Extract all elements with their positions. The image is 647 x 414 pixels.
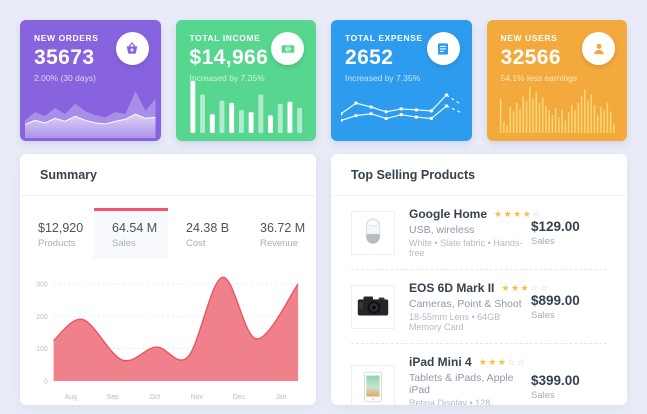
tab-products[interactable]: $12,920 Products	[20, 208, 94, 259]
dollar-icon: $	[271, 32, 304, 65]
product-row-google-home[interactable]: Google Home ★★★★☆ USB, wireless White • …	[351, 196, 607, 270]
stat-value: 2652	[345, 46, 394, 69]
product-specs: White • Slate fabric • Hands-free	[409, 238, 523, 258]
svg-text:Oct: Oct	[149, 394, 160, 401]
product-row-ipad-mini[interactable]: iPad Mini 4 ★★★☆☆ Tablets & iPads, Apple…	[351, 344, 607, 405]
product-name: Google Home	[409, 207, 488, 221]
stat-value: $14,966	[189, 46, 269, 69]
product-price: $129.00	[531, 218, 580, 234]
panel-row: Summary $12,920 Products 64.54 M Sales 2…	[0, 141, 647, 405]
top-selling-products-panel: Top Selling Products Google Home ★★★★☆ U…	[331, 154, 627, 405]
total-income-sparkbars	[188, 81, 305, 133]
document-icon	[426, 32, 460, 65]
svg-text:100: 100	[36, 346, 48, 353]
stat-subtitle: Increased by 7.35%	[345, 73, 421, 83]
product-specs: 18-55mm Lens • 64GB Memory Card	[409, 312, 501, 332]
basket-icon	[115, 32, 149, 65]
summary-panel: Summary $12,920 Products 64.54 M Sales 2…	[20, 154, 316, 405]
svg-text:$: $	[286, 47, 290, 53]
product-price-block: $129.00 Sales	[531, 219, 607, 247]
stat-subtitle: Increased by 7.35%	[189, 73, 265, 83]
product-info: iPad Mini 4 ★★★☆☆ Tablets & iPads, Apple…	[409, 355, 531, 405]
product-info: Google Home ★★★★☆ USB, wireless White • …	[409, 207, 540, 258]
product-price-label: Sales	[531, 235, 555, 247]
stat-card-new-orders: NEW ORDERS 35673 2.00% (30 days)	[20, 20, 161, 141]
camera-image	[351, 284, 395, 329]
stat-label: TOTAL EXPENSE	[345, 33, 423, 43]
stat-label: NEW ORDERS	[34, 33, 99, 43]
tab-label: Revenue	[260, 238, 299, 249]
stat-card-total-expense: TOTAL EXPENSE 2652 Increased by 7.35%	[331, 20, 472, 141]
summary-area-chart: 0 100 200 300 Aug Sep Oct Nov Dec Jan	[24, 261, 308, 405]
product-category: Cameras, Point & Shoot	[409, 298, 522, 310]
tab-label: Sales	[112, 238, 136, 249]
product-specs: Retina Display • 128 gigabytes	[409, 398, 491, 405]
rating-stars: ★★★☆☆	[478, 356, 527, 367]
svg-text:Aug: Aug	[65, 394, 77, 401]
svg-text:Sep: Sep	[107, 394, 119, 401]
stat-value: 35673	[34, 46, 95, 69]
tab-value: $12,920	[38, 221, 84, 235]
stat-card-row: NEW ORDERS 35673 2.00% (30 days) TOTAL I…	[0, 0, 647, 141]
svg-text:Jan: Jan	[275, 394, 286, 401]
product-row-eos-6d[interactable]: EOS 6D Mark II ★★★☆☆ Cameras, Point & Sh…	[351, 270, 607, 344]
tab-label: Cost	[186, 238, 206, 249]
tab-sales[interactable]: 64.54 M Sales	[94, 208, 168, 259]
summary-title: Summary	[20, 154, 316, 196]
user-icon	[582, 32, 615, 65]
product-name: iPad Mini 4	[409, 355, 472, 369]
stat-subtitle: 54.1% less earnings	[500, 73, 578, 83]
rating-stars: ★★★☆☆	[501, 282, 550, 293]
product-price-block: $899.00 Sales	[531, 293, 607, 321]
stat-card-total-income: TOTAL INCOME $14,966 Increased by 7.35% …	[175, 20, 316, 141]
tab-value: 36.72 M	[260, 221, 306, 235]
new-orders-sparkline	[25, 86, 156, 138]
svg-text:300: 300	[36, 281, 48, 288]
stat-subtitle: 2.00% (30 days)	[34, 73, 96, 83]
product-category: Tablets & iPads, Apple iPad	[409, 372, 514, 396]
tab-cost[interactable]: 24.38 B Cost	[168, 208, 242, 259]
product-price-label: Sales	[531, 389, 555, 401]
stat-label: TOTAL INCOME	[189, 33, 261, 43]
new-users-sparkbars	[499, 81, 616, 133]
ipad-image	[351, 364, 395, 405]
top-selling-products-title: Top Selling Products	[331, 154, 627, 196]
product-price-block: $399.00 Sales	[531, 373, 607, 401]
summary-tabs: $12,920 Products 64.54 M Sales 24.38 B C…	[20, 208, 316, 259]
rating-stars: ★★★★☆	[494, 208, 542, 219]
svg-text:200: 200	[36, 314, 48, 321]
svg-text:Dec: Dec	[233, 394, 246, 401]
product-price: $899.00	[531, 292, 580, 308]
tab-label: Products	[38, 238, 76, 249]
stat-label: NEW USERS	[500, 33, 558, 43]
stat-card-new-users: NEW USERS 32566 54.1% less earnings	[486, 20, 627, 141]
product-price: $399.00	[531, 372, 580, 388]
product-info: EOS 6D Mark II ★★★☆☆ Cameras, Point & Sh…	[409, 281, 548, 332]
total-expense-sparkline	[341, 83, 462, 131]
product-price-label: Sales	[531, 309, 555, 321]
google-home-image	[351, 210, 395, 255]
product-name: EOS 6D Mark II	[409, 281, 495, 295]
tab-value: 64.54 M	[112, 221, 158, 235]
tab-revenue[interactable]: 36.72 M Revenue	[242, 208, 316, 259]
tab-value: 24.38 B	[186, 221, 230, 235]
stat-value: 32566	[500, 46, 561, 69]
product-category: USB, wireless	[409, 224, 475, 236]
svg-text:Nov: Nov	[191, 394, 204, 401]
svg-text:0: 0	[44, 378, 48, 385]
